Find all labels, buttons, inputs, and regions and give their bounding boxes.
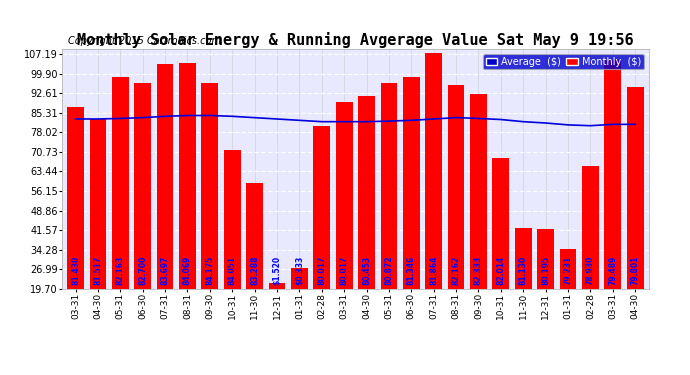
Bar: [112, 77, 129, 342]
Bar: [403, 77, 420, 342]
Bar: [448, 86, 464, 342]
Text: 80.017: 80.017: [317, 255, 326, 285]
Title: Monthly Solar Energy & Running Avgerage Value Sat May 9 19:56: Monthly Solar Energy & Running Avgerage …: [77, 32, 633, 48]
Text: 82.333: 82.333: [474, 255, 483, 285]
Bar: [425, 53, 442, 342]
Bar: [291, 268, 308, 342]
Bar: [358, 96, 375, 342]
Text: $1.520: $1.520: [273, 256, 282, 285]
Bar: [157, 64, 173, 342]
Bar: [560, 249, 576, 342]
Text: 84.051: 84.051: [228, 256, 237, 285]
Bar: [135, 83, 151, 342]
Bar: [67, 107, 84, 342]
Bar: [179, 63, 196, 342]
Text: 79.231: 79.231: [564, 255, 573, 285]
Text: 82.700: 82.700: [138, 255, 147, 285]
Text: 84.069: 84.069: [183, 255, 192, 285]
Text: 80.453: 80.453: [362, 256, 371, 285]
Bar: [604, 60, 621, 342]
Bar: [515, 228, 531, 342]
Text: 82.163: 82.163: [116, 255, 125, 285]
Text: 81.346: 81.346: [407, 255, 416, 285]
Text: $0.333: $0.333: [295, 255, 304, 285]
Text: 78.930: 78.930: [586, 255, 595, 285]
Text: 80.017: 80.017: [339, 255, 348, 285]
Text: 83.288: 83.288: [250, 255, 259, 285]
Bar: [493, 158, 509, 342]
Bar: [336, 102, 353, 342]
Legend: Average  ($), Monthly  ($): Average ($), Monthly ($): [483, 54, 644, 69]
Bar: [627, 87, 644, 342]
Bar: [224, 150, 241, 342]
Bar: [582, 166, 599, 342]
Text: 81.864: 81.864: [429, 255, 438, 285]
Text: 79.489: 79.489: [609, 255, 618, 285]
Text: 81.130: 81.130: [519, 255, 528, 285]
Text: 82.162: 82.162: [451, 255, 461, 285]
Bar: [538, 229, 554, 342]
Bar: [246, 183, 263, 342]
Bar: [201, 83, 218, 342]
Bar: [313, 126, 331, 342]
Text: 84.175: 84.175: [206, 255, 215, 285]
Text: 79.801: 79.801: [631, 255, 640, 285]
Bar: [90, 119, 106, 342]
Bar: [470, 93, 487, 342]
Text: 83.697: 83.697: [161, 255, 170, 285]
Text: 82.014: 82.014: [496, 255, 505, 285]
Text: Copyright 2015 Cartronics.com: Copyright 2015 Cartronics.com: [68, 36, 221, 46]
Text: 81.517: 81.517: [93, 255, 102, 285]
Text: 80.872: 80.872: [384, 255, 393, 285]
Bar: [380, 83, 397, 342]
Text: 80.195: 80.195: [541, 256, 550, 285]
Bar: [268, 283, 286, 342]
Text: 81.430: 81.430: [71, 255, 80, 285]
